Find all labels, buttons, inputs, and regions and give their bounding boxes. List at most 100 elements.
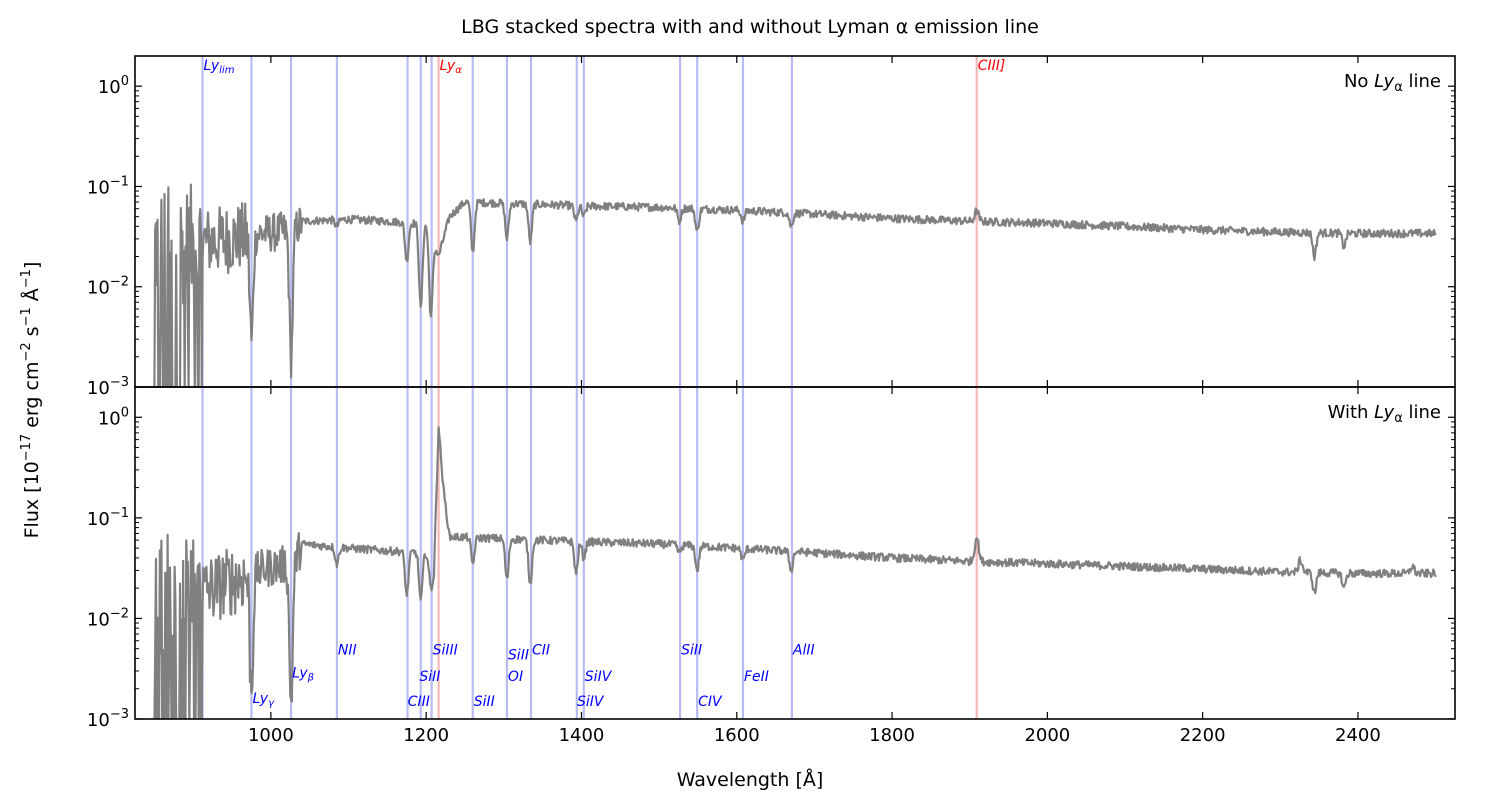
x-axis-label: Wavelength [Å] [677, 768, 824, 791]
panel-label: With Lyα line [1328, 402, 1441, 426]
line-label-main: SiII [508, 648, 529, 664]
y-tick-exp: −1 [110, 506, 129, 521]
y-tick-exp: −3 [110, 375, 129, 390]
line-label-sub: lim [219, 65, 235, 76]
line-label-siiv-1403: SiIV [585, 669, 613, 685]
y-tick-base: 10 [98, 408, 121, 429]
panel-label-text: With [1328, 402, 1375, 423]
x-tick-label: 1600 [714, 725, 760, 746]
y-tick-label: 10−3 [87, 375, 129, 399]
panel-label-text: No [1344, 71, 1374, 92]
line-label-alii: AlII [792, 642, 815, 658]
line-label-main: CIII] [978, 58, 1006, 74]
y-tick-base: 10 [98, 77, 121, 98]
line-label-main: SiII [419, 669, 440, 685]
y-axis-label-exp: −17 [19, 434, 34, 461]
y-axis-label: Flux [10−17 erg cm−2 s−1 Å−1] [19, 262, 43, 539]
y-axis-label-part: erg cm [21, 362, 43, 434]
y-tick-base: 10 [87, 509, 110, 530]
line-label-main: CIII [408, 694, 430, 710]
line-label-main: Ly [440, 58, 456, 74]
line-label-oi: OI [508, 669, 523, 685]
y-tick-exp: −2 [110, 275, 129, 290]
panel-bottom: 1000 1200 1400 1600 1800 2000 2200 240010−310−2… [87, 386, 1456, 746]
plot-area [153, 56, 1437, 387]
line-label-main: FeII [744, 669, 769, 685]
panel-label-ly: Ly [1374, 71, 1394, 92]
y-axis-label-part: Å [20, 288, 43, 307]
line-label-civ: CIV [698, 694, 723, 710]
y-axis-label-exp: −1 [19, 307, 34, 326]
line-label-sii-1304: SiII [508, 648, 529, 664]
x-tick-label: 2000 [1024, 725, 1070, 746]
line-label-main: CII [532, 642, 550, 658]
y-tick-exp: −1 [110, 174, 129, 189]
panel-label-sub: α [1394, 411, 1403, 426]
panel-label-ly: Ly [1374, 402, 1394, 423]
panel-label-tail: line [1403, 402, 1441, 423]
panel-label-sub: α [1394, 80, 1403, 95]
y-tick-base: 10 [87, 609, 110, 630]
line-label-ciii: CIII [408, 694, 430, 710]
y-axis-label-exp: −2 [19, 342, 34, 361]
line-label-main: Ly [252, 691, 268, 707]
x-tick-label: 1000 [248, 725, 294, 746]
plot-area [153, 387, 1437, 719]
y-axis-label-part: Flux [10 [21, 461, 43, 538]
line-label-cii: CII [532, 642, 550, 658]
line-label-main: SiII [681, 642, 702, 658]
x-tick-label: 1200 [403, 725, 449, 746]
spectrum-series [153, 183, 1437, 387]
line-label-main: SiII [474, 694, 495, 710]
line-label-ly-alpha: Lyα [440, 58, 463, 76]
line-label-main: CIV [698, 694, 723, 710]
line-label-main: OI [508, 669, 523, 685]
line-label-main: SiIV [585, 669, 613, 685]
y-tick-base: 10 [87, 278, 110, 299]
y-axis-label-part: ] [21, 262, 43, 269]
y-tick-label: 100 [98, 405, 129, 429]
y-tick-exp: 0 [121, 74, 129, 89]
y-tick-exp: 0 [121, 405, 129, 420]
line-label-ly-beta: Lyβ [292, 665, 315, 683]
x-tick-label: 2200 [1180, 725, 1226, 746]
y-tick-label: 10−1 [87, 506, 129, 530]
y-tick-exp: −3 [110, 707, 129, 722]
y-tick-base: 10 [87, 177, 110, 198]
panel-frame [134, 386, 1456, 720]
figure-title: LBG stacked spectra with and without Lym… [461, 16, 1039, 38]
panel-frame [134, 55, 1456, 388]
line-label-ciii-semi: CIII] [978, 58, 1006, 74]
line-label-sii-1527: SiII [681, 642, 702, 658]
line-label-nii: NII [338, 642, 357, 658]
line-label-sub: β [307, 672, 315, 683]
line-label-siiii: SiIII [433, 642, 458, 658]
x-tick-label: 1400 [559, 725, 605, 746]
line-label-main: SiIII [433, 642, 458, 658]
y-tick-base: 10 [87, 378, 110, 399]
line-label-main: AlII [792, 642, 815, 658]
line-label-sii-1190: SiII [419, 669, 440, 685]
y-axis-label-exp: −1 [19, 269, 34, 288]
line-label-ly-gamma: Lyγ [252, 691, 275, 709]
x-tick-label: 2400 [1335, 725, 1381, 746]
y-tick-label: 10−3 [87, 707, 129, 731]
line-label-feii: FeII [744, 669, 769, 685]
line-label-sub: α [455, 65, 462, 76]
line-label-sub: γ [268, 698, 275, 709]
panel-label-tail: line [1403, 71, 1441, 92]
panel-label: No Lyα line [1344, 71, 1441, 95]
y-tick-base: 10 [87, 710, 110, 731]
x-tick-label: 1800 [869, 725, 915, 746]
spectrum-series [153, 426, 1437, 719]
y-tick-label: 10−2 [87, 275, 129, 299]
line-label-main: Ly [292, 665, 308, 681]
y-axis-label-part: s [21, 326, 43, 342]
y-tick-label: 10−2 [87, 606, 129, 630]
line-label-siiv-1393: SiIV [577, 694, 605, 710]
line-label-main: NII [338, 642, 357, 658]
y-tick-exp: −2 [110, 606, 129, 621]
